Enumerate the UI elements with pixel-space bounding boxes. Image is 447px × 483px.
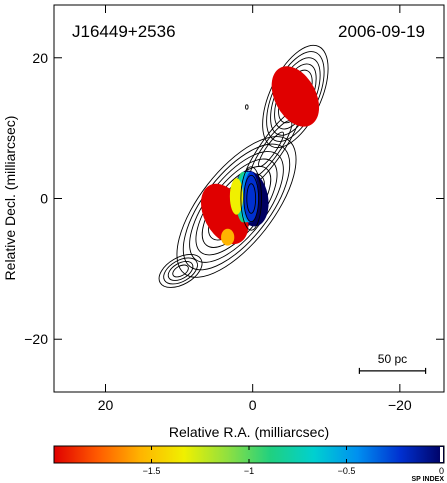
spectral-index-patch: [243, 171, 259, 223]
contour-line: [158, 254, 203, 288]
contour-line: [176, 136, 297, 278]
contour-line: [245, 104, 249, 110]
y-tick-label: −20: [24, 331, 48, 347]
contour-line: [163, 257, 198, 285]
source-name-label: J16449+2536: [72, 22, 176, 41]
contour-line: [172, 264, 189, 278]
y-tick-label: 0: [40, 191, 48, 207]
x-tick-label: 0: [249, 397, 257, 413]
colorbar-tick-label: 0: [439, 466, 444, 476]
scale-bar: 50 pc: [358, 352, 427, 374]
x-tick-label: −20: [388, 397, 412, 413]
colorbar-tick-label: −1: [244, 466, 254, 476]
scale-bar-label: 50 pc: [378, 352, 407, 366]
y-axis-title: Relative Decl. (milliarcsec): [2, 116, 18, 281]
colorbar-tick-label: −0.5: [338, 466, 356, 476]
spectral-index-patch: [271, 66, 320, 127]
y-tick-label: 20: [32, 50, 48, 66]
spectral-index-patch: [229, 178, 244, 215]
contour-line: [240, 166, 262, 231]
x-axis-title: Relative R.A. (milliarcsec): [169, 424, 329, 440]
colorbar-label: SP INDEX: [411, 476, 444, 483]
spectral-index-patch: [221, 228, 235, 246]
epoch-label: 2006-09-19: [338, 22, 425, 41]
x-tick-label: 20: [98, 397, 114, 413]
colorbar-ticks: −1.5 −1 −0.5 0: [143, 446, 445, 476]
colorbar-zero-marker: [440, 447, 443, 462]
contour-line: [243, 174, 260, 223]
x-axis-ticks: 20 0 −20: [98, 5, 412, 413]
contour-line: [246, 183, 257, 214]
contour-line: [167, 261, 194, 281]
spectral-index-patches: [201, 66, 320, 246]
y-axis-ticks: 20 0 −20: [24, 50, 444, 347]
contour-line: [258, 131, 285, 167]
colorbar-tick-label: −1.5: [143, 466, 161, 476]
